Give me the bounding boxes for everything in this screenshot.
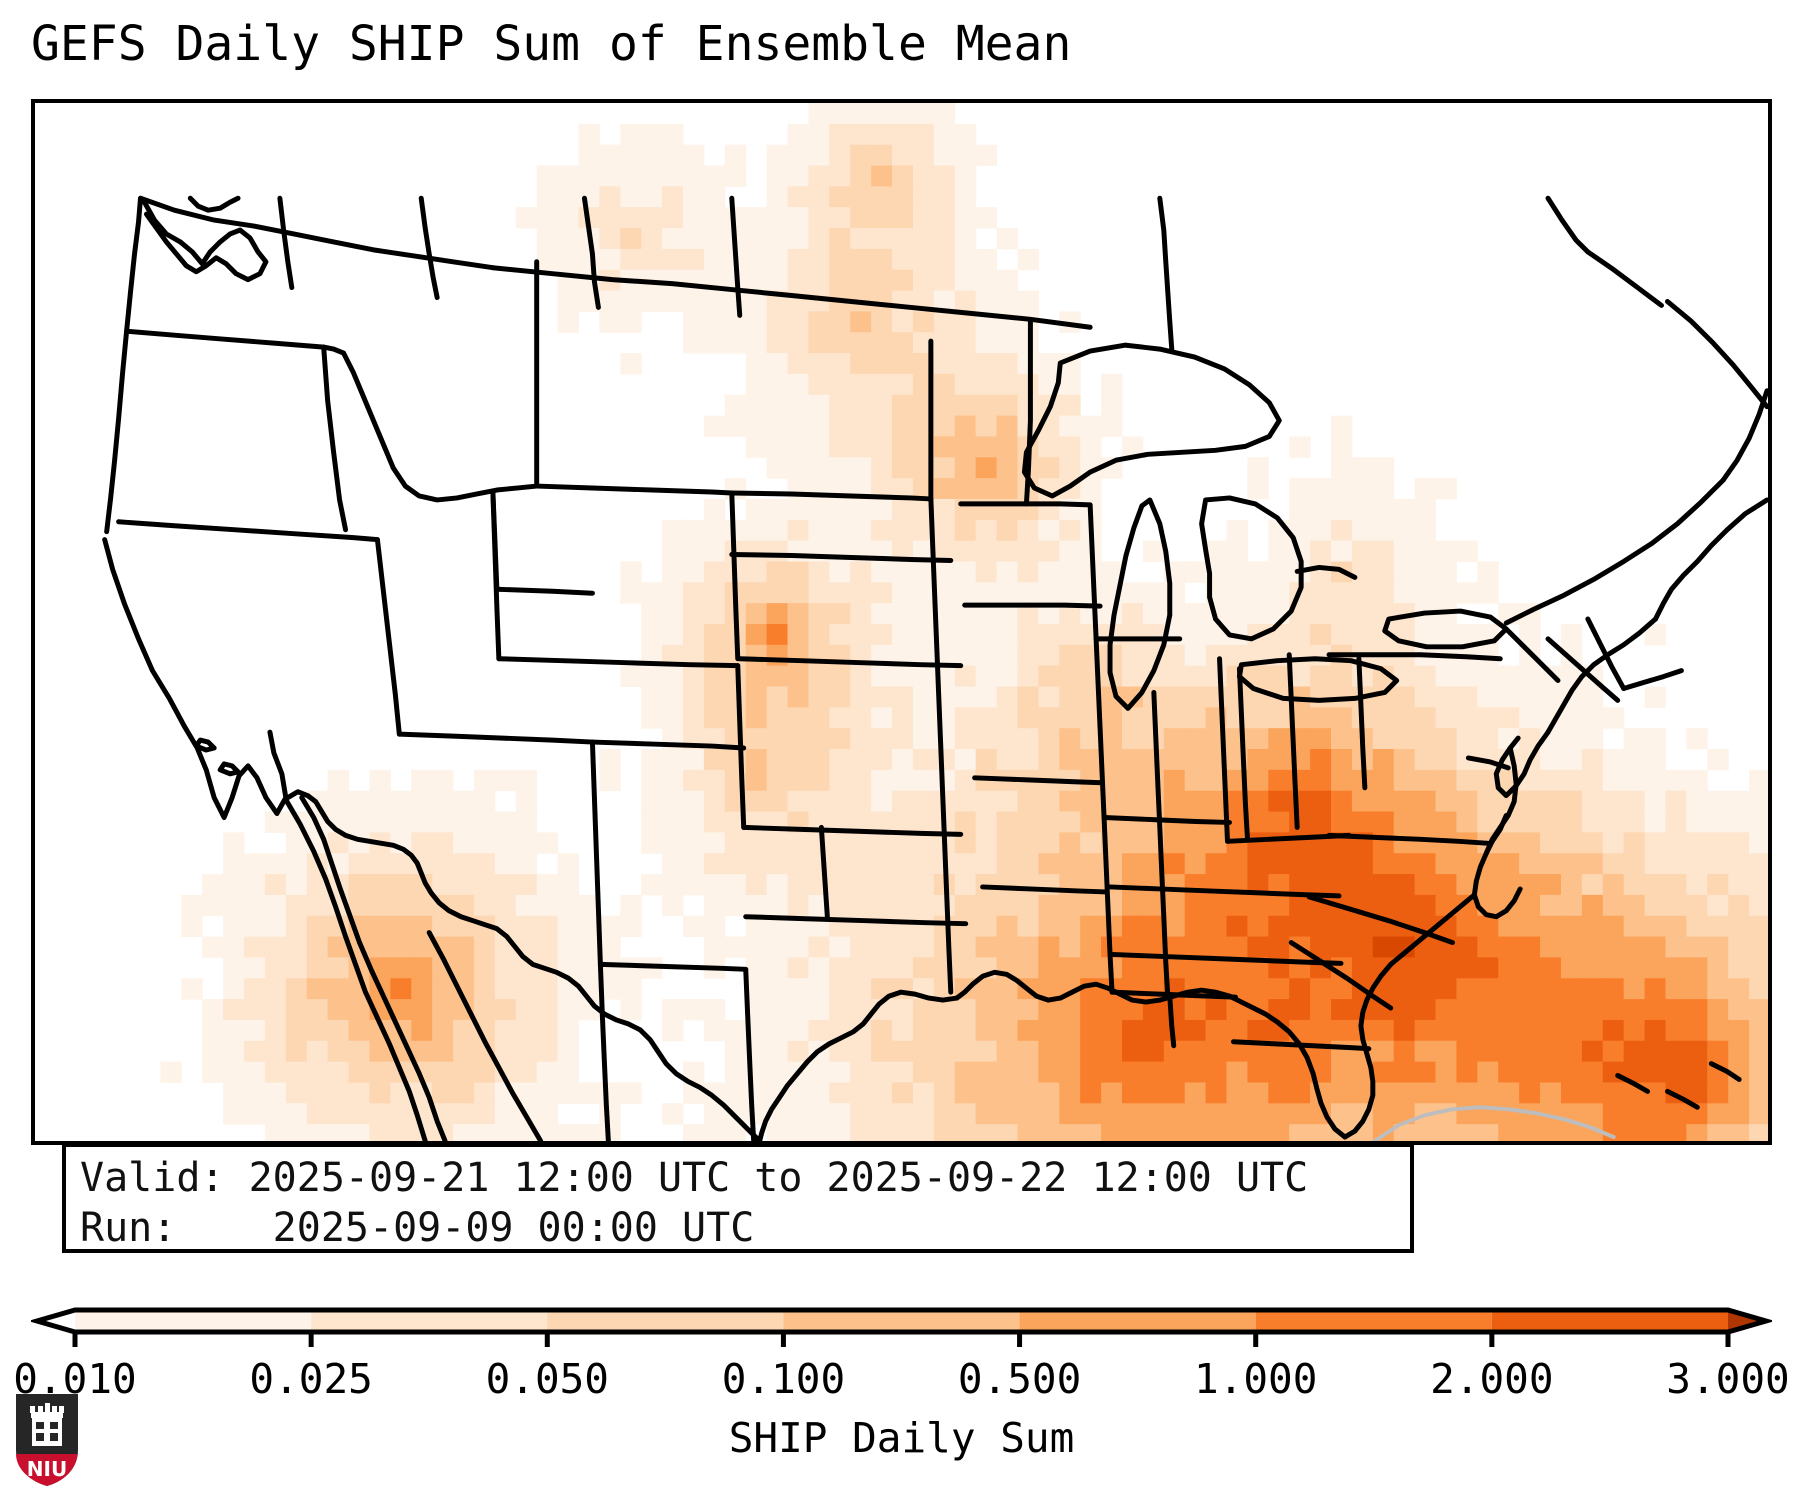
niu-logo-text: NIU [27,1457,67,1481]
heatmap-cells [160,103,1768,1141]
colorbar-tick-7: 3.000 [1666,1355,1790,1403]
map-panel [31,99,1772,1145]
colorbar [31,1306,1772,1352]
valid-time-line: Valid: 2025-09-21 12:00 UTC to 2025-09-2… [80,1155,1309,1201]
page-title: GEFS Daily SHIP Sum of Ensemble Mean [31,16,1072,72]
colorbar-tick-4: 0.500 [957,1355,1082,1403]
colorbar-outline [31,1307,1772,1347]
run-time-line: Run: 2025-09-09 00:00 UTC [80,1205,755,1251]
colorbar-bands [37,1310,1766,1332]
map-borders [102,195,1768,1141]
map-canvas [35,103,1768,1141]
colorbar-tick-6: 2.000 [1430,1355,1554,1403]
colorbar-tick-labels: 0.010 0.025 0.050 0.100 0.500 1.000 2.000 3.000 [0,1355,1803,1405]
niu-logo: NIU [16,1394,78,1486]
colorbar-tick-3: 0.100 [721,1355,846,1403]
colorbar-tick-5: 1.000 [1193,1355,1318,1403]
info-box: Valid: 2025-09-21 12:00 UTC to 2025-09-2… [62,1143,1414,1253]
colorbar-tick-2: 0.050 [485,1355,609,1403]
colorbar-tick-1: 0.025 [249,1355,373,1403]
colorbar-axis-label: SHIP Daily Sum [728,1414,1075,1462]
